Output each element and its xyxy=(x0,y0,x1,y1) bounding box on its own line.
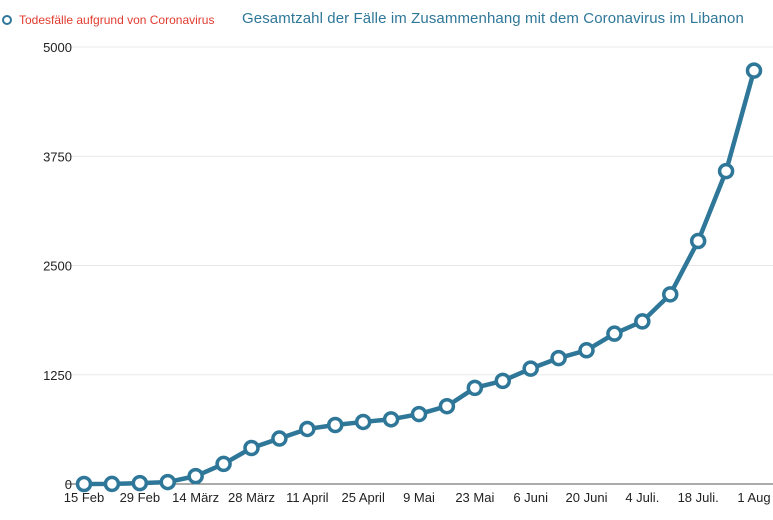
data-point[interactable] xyxy=(717,162,735,180)
data-points xyxy=(75,62,763,493)
data-point[interactable] xyxy=(466,379,484,397)
data-point[interactable] xyxy=(438,397,456,415)
data-point[interactable] xyxy=(75,475,93,493)
data-point[interactable] xyxy=(327,416,344,434)
x-tick-label: 18 Juli. xyxy=(678,490,719,505)
x-tick-label: 28 März xyxy=(228,490,275,505)
y-tick-label: 2500 xyxy=(43,259,72,274)
data-point[interactable] xyxy=(271,430,288,447)
data-point[interactable] xyxy=(354,413,372,431)
x-tick-label: 15 Feb xyxy=(64,490,104,505)
legend-item-deaths[interactable]: Todesfälle aufgrund von Coronavirus xyxy=(2,13,214,27)
data-point[interactable] xyxy=(550,349,567,367)
data-point[interactable] xyxy=(606,325,623,342)
grid-lines xyxy=(66,46,773,485)
y-tick-label: 3750 xyxy=(43,149,72,164)
data-point[interactable] xyxy=(578,342,595,359)
data-point[interactable] xyxy=(159,473,176,491)
data-point[interactable] xyxy=(745,62,763,79)
x-tick-label: 20 Juni xyxy=(566,490,608,505)
data-point[interactable] xyxy=(522,360,539,377)
data-point[interactable] xyxy=(382,411,400,428)
x-tick-label: 1 Aug xyxy=(737,490,770,505)
legend-circle-icon xyxy=(2,15,12,25)
x-tick-label: 29 Feb xyxy=(120,490,160,505)
data-point[interactable] xyxy=(662,286,679,303)
x-tick-label: 23 Mai xyxy=(455,490,494,505)
data-point[interactable] xyxy=(494,372,511,390)
data-point[interactable] xyxy=(410,405,428,423)
data-point[interactable] xyxy=(215,455,232,473)
data-point[interactable] xyxy=(689,232,707,250)
legend: Todesfälle aufgrund von Coronavirus xyxy=(2,10,214,30)
x-tick-label: 25 April xyxy=(341,490,384,505)
x-tick-label: 11 April xyxy=(286,490,329,505)
y-tick-label: 5000 xyxy=(43,40,72,55)
y-axis-ticks: 0 1250 2500 3750 5000 xyxy=(43,40,72,492)
y-tick-label: 1250 xyxy=(43,368,72,383)
x-axis-ticks: 15 Feb 29 Feb 14 März 28 März 11 April 25 Apr… xyxy=(64,490,771,505)
data-point[interactable] xyxy=(243,439,260,457)
x-tick-label: 14 März xyxy=(172,490,219,505)
x-tick-label: 4 Juli. xyxy=(625,490,659,505)
x-tick-label: 9 Mai xyxy=(403,490,435,505)
legend-label: Todesfälle aufgrund von Coronavirus xyxy=(19,13,215,27)
data-point[interactable] xyxy=(131,474,149,492)
y-tick-label: 0 xyxy=(65,477,72,492)
x-tick-label: 6 Juni xyxy=(513,490,548,505)
data-point[interactable] xyxy=(103,475,121,493)
data-point[interactable] xyxy=(634,313,651,330)
data-point[interactable] xyxy=(299,420,316,438)
data-point[interactable] xyxy=(187,467,204,485)
chart-title: Gesamtzahl der Fälle im Zusammenhang mit… xyxy=(242,10,744,27)
